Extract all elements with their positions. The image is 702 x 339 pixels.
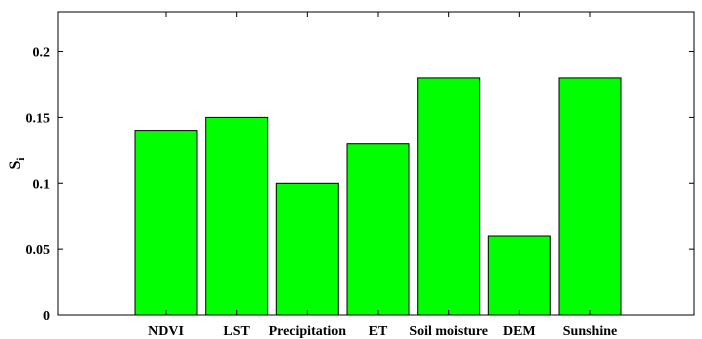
bar-ndvi (134, 130, 198, 316)
bar-dem (487, 235, 551, 316)
x-tick-label: DEM (503, 324, 536, 339)
y-tick-label: 0 (43, 309, 50, 324)
y-tick-label: 0.05 (26, 243, 51, 258)
y-tick-label: 0.2 (33, 46, 51, 61)
y-tick-label: 0.15 (26, 111, 51, 126)
bars-group (134, 77, 622, 316)
x-tick-label: NDVI (148, 324, 184, 339)
x-axis: NDVI LST Precipitation ET Soil moisture DEM Su… (148, 12, 617, 339)
bar-precipitation (275, 182, 339, 316)
x-tick-label: Sunshine (563, 324, 617, 339)
y-axis: 0 0.05 0.1 0.15 0.2 (26, 46, 694, 324)
x-tick-label: Soil moisture (409, 324, 488, 339)
bar-soil-moisture (417, 77, 481, 316)
y-tick-label: 0.1 (33, 177, 51, 192)
x-tick-label: Precipitation (269, 324, 347, 339)
x-tick-label: LST (223, 324, 250, 339)
y-axis-label: Si (7, 158, 27, 170)
bar-lst (205, 116, 269, 316)
bar-sunshine (558, 77, 622, 316)
x-tick-label: ET (369, 324, 388, 339)
bar-et (346, 143, 410, 316)
y-axis-label-subscript: i (15, 158, 27, 161)
y-axis-label-main: S (7, 160, 24, 169)
